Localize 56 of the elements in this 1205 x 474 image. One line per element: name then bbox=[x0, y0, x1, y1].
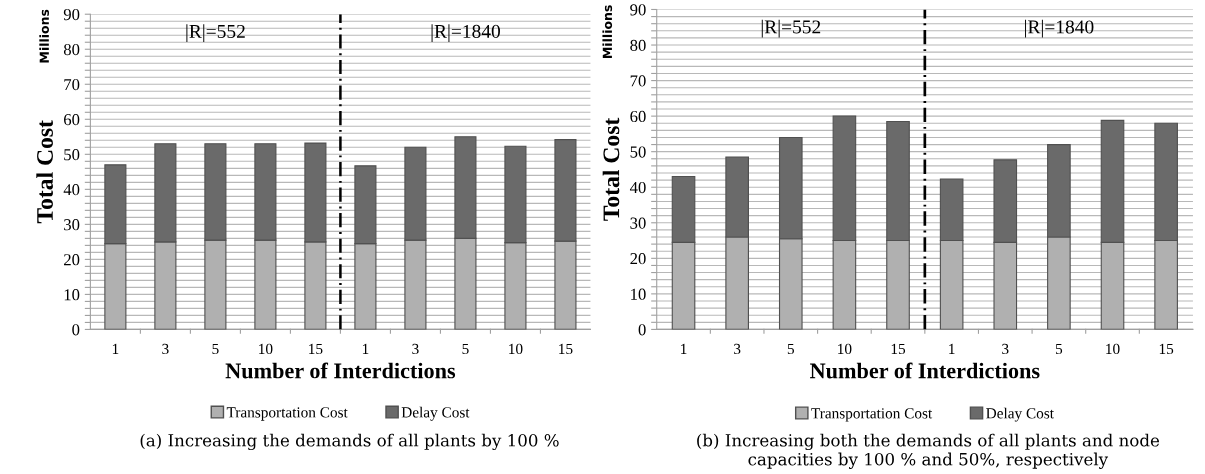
y-tick-label: 60 bbox=[64, 113, 80, 126]
x-tick-label: 5 bbox=[212, 343, 219, 355]
y-axis-title: Total Cost bbox=[36, 120, 53, 224]
y-tick-label: 90 bbox=[630, 4, 646, 16]
x-axis-title: Number of Interdictions bbox=[810, 362, 1040, 379]
x-axis-title: Number of Interdictions bbox=[225, 362, 456, 379]
x-tick-label: 1 bbox=[112, 343, 119, 354]
x-tick-label: 10 bbox=[259, 343, 273, 355]
text: Millions bbox=[39, 9, 49, 63]
x-tick-label: 10 bbox=[1106, 343, 1120, 355]
y-tick-label: 90 bbox=[63, 8, 80, 21]
y-tick-label: 20 bbox=[64, 254, 80, 266]
x-tick-label: 15 bbox=[1159, 343, 1174, 355]
y-tick-label: 70 bbox=[630, 75, 646, 87]
x-tick-label: 15 bbox=[309, 343, 323, 355]
y-tick-label: 10 bbox=[631, 288, 646, 300]
y-tick-label: 50 bbox=[64, 149, 80, 161]
x-tick-label: 3 bbox=[162, 343, 169, 355]
text: (a) Increasing the demands of all plants by 100 % bbox=[140, 433, 559, 451]
x-tick-label: 1 bbox=[362, 343, 369, 354]
legend-label: Transportation Cost bbox=[811, 408, 933, 422]
x-tick-label: 10 bbox=[509, 343, 523, 355]
y-tick-label: 20 bbox=[630, 253, 646, 265]
y-tick-label: 10 bbox=[64, 289, 80, 301]
text: (b) Increasing both the demands of all plants and node capacities by 100 % and 50%, respectively bbox=[697, 433, 1160, 469]
x-tick-label: 1 bbox=[681, 343, 687, 354]
x-tick-label: 5 bbox=[1055, 343, 1063, 355]
y-tick-label: 30 bbox=[64, 219, 80, 231]
legend-label: Delay Cost bbox=[986, 407, 1054, 422]
legend-label: Transportation Cost bbox=[226, 407, 348, 421]
text: Millions bbox=[602, 5, 613, 58]
x-tick-label: 1 bbox=[949, 343, 955, 354]
annotation: |R|=1840 bbox=[431, 24, 500, 42]
y-tick-label: 0 bbox=[638, 324, 646, 336]
x-tick-label: 15 bbox=[559, 343, 573, 355]
x-tick-label: 5 bbox=[462, 343, 469, 355]
y-tick-label: 80 bbox=[630, 39, 646, 51]
x-tick-label: 3 bbox=[734, 343, 741, 355]
annotation: |R|=552 bbox=[761, 19, 821, 38]
y-tick-label: 80 bbox=[63, 43, 80, 56]
y-tick-label: 40 bbox=[629, 181, 646, 194]
y-tick-label: 70 bbox=[64, 78, 80, 91]
y-tick-label: 40 bbox=[63, 184, 80, 196]
x-tick-label: 5 bbox=[787, 343, 794, 355]
annotation: |R|=1840 bbox=[1025, 19, 1094, 38]
x-tick-label: 3 bbox=[412, 343, 419, 355]
y-tick-label: 0 bbox=[72, 324, 80, 336]
y-axis-title: Total Cost bbox=[602, 117, 620, 221]
y-tick-label: 30 bbox=[630, 217, 646, 229]
y-tick-label: 60 bbox=[630, 110, 646, 123]
legend-label: Delay Cost bbox=[401, 406, 470, 421]
x-tick-label: 15 bbox=[891, 343, 906, 355]
x-tick-label: 10 bbox=[838, 343, 852, 355]
annotation: |R|=552 bbox=[186, 24, 245, 42]
x-tick-label: 3 bbox=[1002, 343, 1009, 355]
y-tick-label: 50 bbox=[630, 146, 646, 158]
